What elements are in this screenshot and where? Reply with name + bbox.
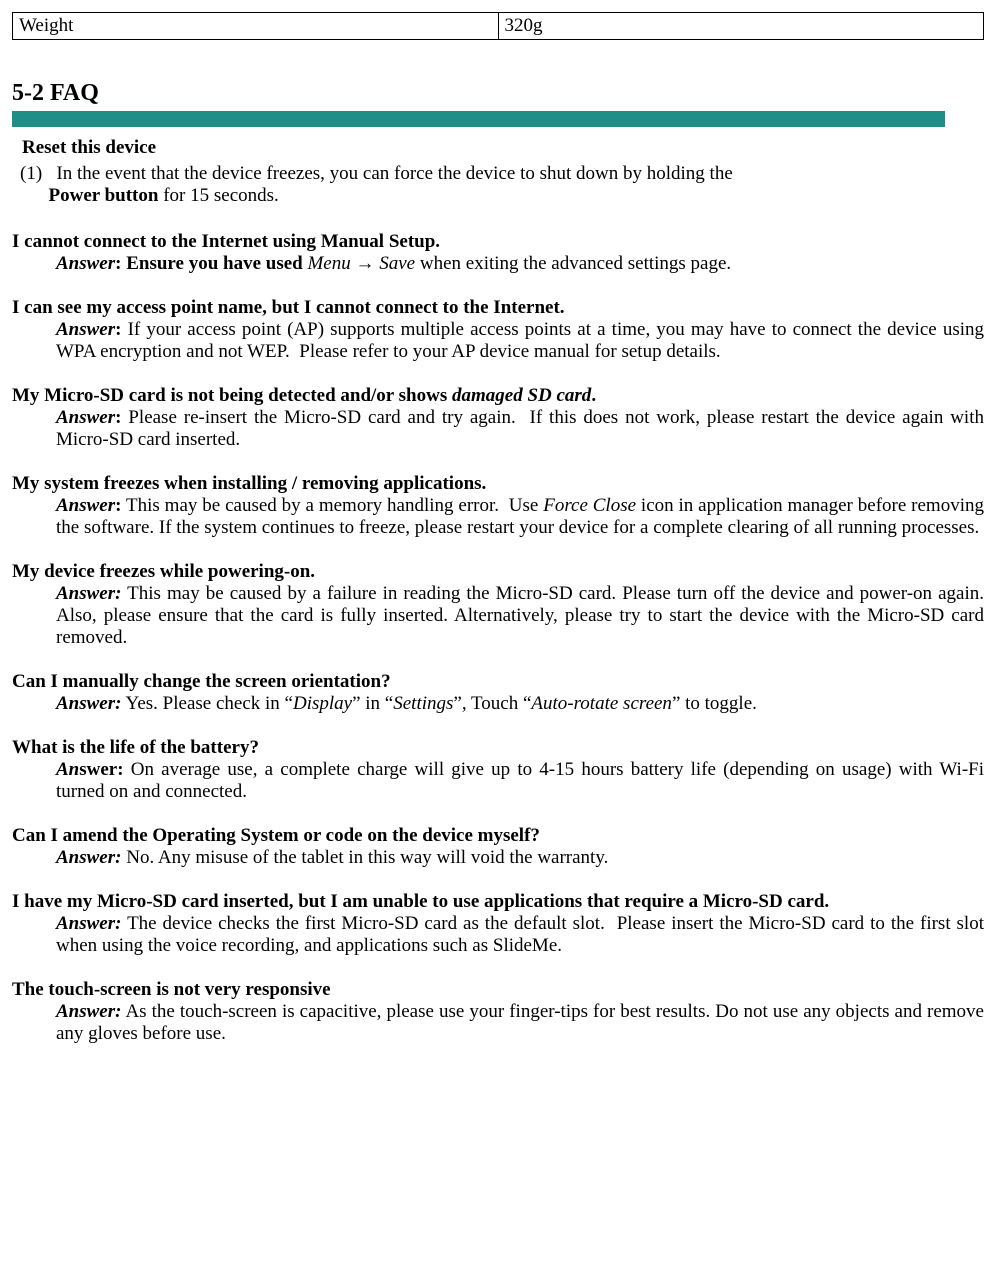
faq-item: My device freezes while powering-on. Ans… [12,561,984,649]
spec-label: Weight [13,13,499,40]
answer-label: Answer [56,319,115,340]
faq-question: I have my Micro-SD card inserted, but I … [12,891,984,913]
answer-text: As the touch-screen is capacitive, pleas… [56,1001,984,1044]
faq-item: I can see my access point name, but I ca… [12,297,984,363]
q-text: My Micro-SD card is not being detected a… [12,385,452,406]
reset-bold: Power button [49,185,159,206]
faq-answer: Answer: As the touch-screen is capacitiv… [56,1001,984,1045]
answer-label: swer: [79,759,123,780]
answer-keyword: Menu → Save [307,253,415,274]
answer-text: ” to toggle. [672,693,757,714]
faq-answer: Answer: The device checks the first Micr… [56,913,984,957]
faq-question: My system freezes when installing / remo… [12,473,984,495]
faq-item: My Micro-SD card is not being detected a… [12,385,984,451]
section-divider [12,111,945,127]
answer-label: Answer: [56,583,121,604]
faq-question: I cannot connect to the Internet using M… [12,231,984,253]
faq-question: What is the life of the battery? [12,737,984,759]
answer-keyword: Force Close [543,495,636,516]
answer-keyword: Settings [393,693,453,714]
faq-question: My device freezes while powering-on. [12,561,984,583]
answer-sep: : Ensure you have used [115,253,307,274]
faq-answer: Answer: If your access point (AP) suppor… [56,319,984,363]
answer-keyword: Auto-rotate screen [531,693,672,714]
faq-item: Can I manually change the screen orienta… [12,671,984,715]
answer-text: when exiting the advanced settings page. [415,253,731,274]
answer-label: Answer: [56,847,121,868]
answer-text: Yes. Please check in “ [121,693,293,714]
answer-text: If your access point (AP) supports multi… [56,319,984,362]
faq-item: I have my Micro-SD card inserted, but I … [12,891,984,957]
table-row: Weight 320g [13,13,984,40]
q-keyword: damaged SD card [452,385,591,406]
answer-label: Answer: [56,693,121,714]
faq-item: What is the life of the battery? Answer:… [12,737,984,803]
answer-text: ”, Touch “ [453,693,531,714]
answer-text: The device checks the first Micro-SD car… [56,913,984,956]
answer-label: Answer [56,407,115,428]
reset-body: (1) In the event that the device freezes… [20,163,984,207]
answer-text: No. Any misuse of the tablet in this way… [121,847,608,868]
faq-answer: Answer: This may be caused by a failure … [56,583,984,649]
faq-question: I can see my access point name, but I ca… [12,297,984,319]
faq-answer: Answer: On average use, a complete charg… [56,759,984,803]
faq-question: The touch-screen is not very responsive [12,979,984,1001]
section-title: 5-2 FAQ [12,80,984,107]
answer-keyword: Display [293,693,352,714]
reset-num: (1) [20,163,42,184]
faq-answer: Answer: Please re-insert the Micro-SD ca… [56,407,984,451]
faq-item: My system freezes when installing / remo… [12,473,984,539]
faq-item: The touch-screen is not very responsive … [12,979,984,1045]
faq-question: My Micro-SD card is not being detected a… [12,385,984,407]
answer-label: Answer [56,495,115,516]
faq-answer: Answer: No. Any misuse of the tablet in … [56,847,984,869]
faq-question: Can I manually change the screen orienta… [12,671,984,693]
answer-label: Answer [56,253,115,274]
answer-text: This may be caused by a memory handling … [121,495,543,516]
answer-text: Please re-insert the Micro-SD card and t… [56,407,984,450]
faq-answer: Answer: This may be caused by a memory h… [56,495,984,539]
answer-label: An [56,759,79,780]
answer-label: Answer: [56,1001,121,1022]
q-text: . [591,385,596,406]
faq-item: Can I amend the Operating System or code… [12,825,984,869]
spec-table: Weight 320g [12,12,984,40]
answer-text: This may be caused by a failure in readi… [56,583,984,648]
answer-text: On average use, a complete charge will g… [56,759,984,802]
faq-question: Can I amend the Operating System or code… [12,825,984,847]
reset-text-a: In the event that the device freezes, yo… [56,163,732,184]
spec-value: 320g [498,13,984,40]
reset-heading: Reset this device [22,137,984,159]
answer-label: Answer: [56,913,121,934]
faq-answer: Answer: Yes. Please check in “Display” i… [56,693,984,715]
reset-text-b: for 15 seconds. [158,185,278,206]
faq-answer: Answer: Ensure you have used Menu → Save… [56,253,984,275]
faq-item: I cannot connect to the Internet using M… [12,231,984,275]
answer-text: ” in “ [352,693,393,714]
